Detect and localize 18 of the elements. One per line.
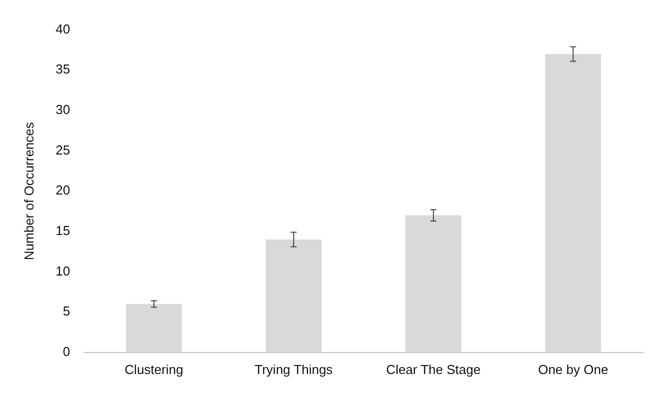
bar <box>545 54 602 352</box>
y-tick-label: 30 <box>56 102 70 118</box>
y-tick-label: 15 <box>56 223 70 238</box>
x-tick-label: Clustering <box>124 362 184 377</box>
y-tick-label: 0 <box>62 344 70 359</box>
y-tick-label: 20 <box>56 182 70 198</box>
y-tick-label: 5 <box>62 304 70 319</box>
x-tick-label: Trying Things <box>254 362 334 377</box>
y-axis-title: Number of Occurrences <box>21 122 36 260</box>
bar <box>126 304 182 352</box>
y-tick-label: 40 <box>56 21 70 36</box>
x-tick-label: One by One <box>538 362 608 377</box>
bar <box>266 239 322 352</box>
x-tick-label: Clear The Stage <box>386 362 481 377</box>
y-tick-label: 25 <box>56 142 70 158</box>
bar <box>405 215 462 352</box>
y-tick-label: 35 <box>56 62 70 77</box>
y-tick-label: 10 <box>56 263 70 278</box>
